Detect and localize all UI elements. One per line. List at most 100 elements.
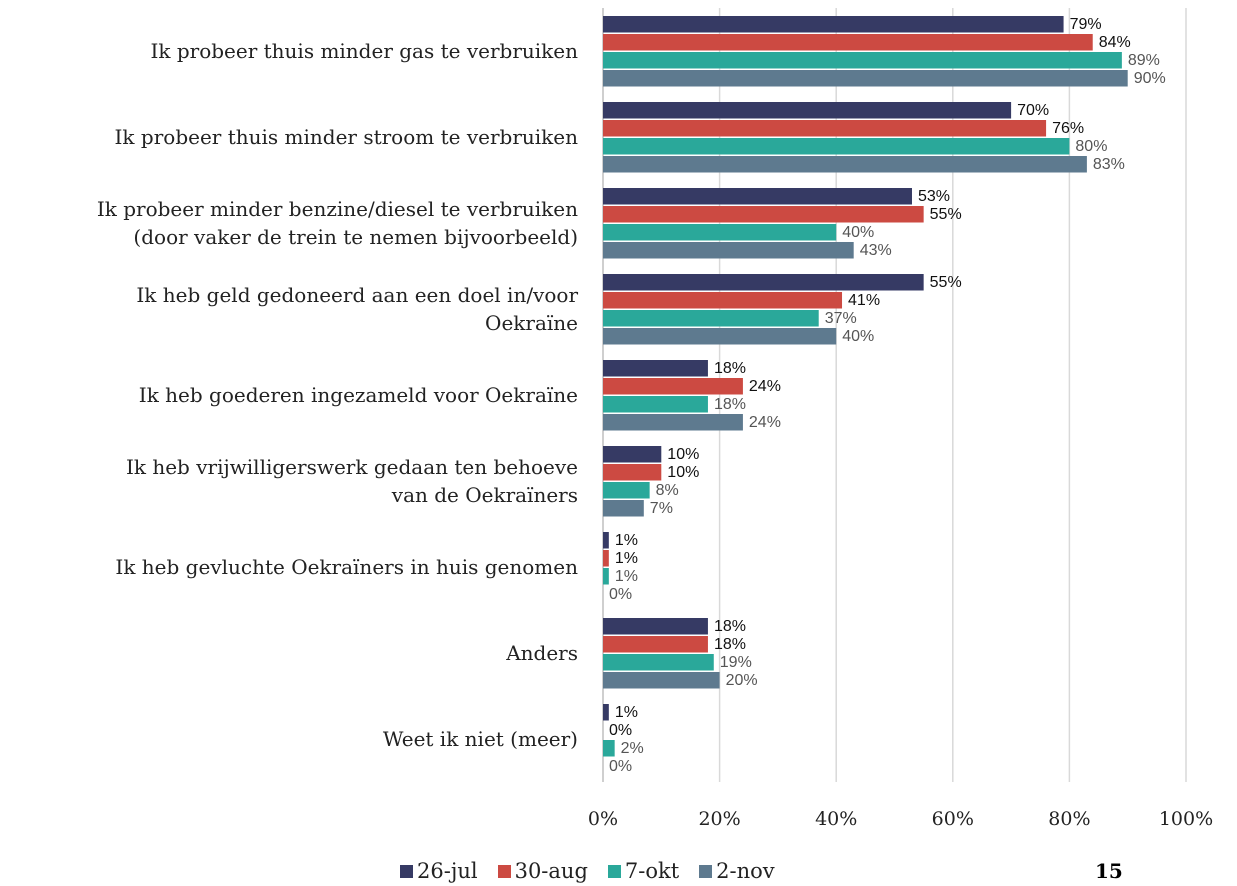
value-label: 55% [930, 206, 962, 223]
bar [603, 482, 650, 499]
value-label: 19% [720, 654, 752, 671]
x-tick-label: 60% [932, 808, 974, 830]
bar [603, 156, 1087, 173]
value-label: 1% [615, 532, 638, 549]
bar [603, 34, 1093, 51]
bar [603, 138, 1070, 155]
bar [603, 102, 1012, 119]
value-label: 24% [749, 414, 781, 431]
bar [603, 52, 1122, 69]
bar [603, 532, 609, 549]
bar [603, 740, 615, 757]
bar [603, 636, 708, 653]
legend-label: 26-jul [417, 859, 478, 883]
value-label: 18% [714, 636, 746, 653]
legend-label: 7-okt [624, 859, 680, 883]
x-tick-label: 0% [588, 808, 618, 830]
value-label: 18% [714, 360, 746, 377]
bar [603, 704, 609, 721]
category-label: Ik heb goederen ingezameld voor Oekraïne [138, 383, 578, 407]
bar [603, 654, 714, 671]
value-label: 83% [1093, 156, 1125, 173]
x-tick-label: 80% [1048, 808, 1090, 830]
bar [603, 500, 644, 517]
value-label: 89% [1128, 52, 1160, 69]
value-label: 18% [714, 396, 746, 413]
value-label: 55% [930, 274, 962, 291]
bar [603, 310, 819, 327]
value-label: 2% [621, 740, 644, 757]
value-label: 1% [615, 704, 638, 721]
bar [603, 568, 609, 585]
category-label: Anders [506, 641, 578, 665]
bar [603, 618, 708, 635]
value-label: 1% [615, 550, 638, 567]
value-label: 20% [726, 672, 758, 689]
legend-swatch [400, 864, 413, 878]
category-label: Weet ik niet (meer) [382, 727, 578, 751]
value-label: 76% [1052, 120, 1084, 137]
category-label: Ik heb vrijwilligerswerk gedaan ten beho… [125, 455, 578, 507]
value-label: 1% [615, 568, 638, 585]
bar [603, 446, 662, 463]
value-label: 8% [656, 482, 679, 499]
category-label: Ik probeer thuis minder stroom te verbru… [114, 125, 578, 149]
bar [603, 120, 1047, 137]
x-tick-label: 100% [1159, 808, 1213, 830]
bar [603, 274, 924, 291]
bar [603, 206, 924, 223]
x-tick-label: 20% [698, 808, 740, 830]
value-label: 40% [842, 224, 874, 241]
bar [603, 464, 662, 481]
bar [603, 70, 1128, 87]
value-label: 0% [609, 758, 632, 775]
bar [603, 360, 708, 377]
legend-item: 30-aug [497, 859, 588, 883]
legend-item: 26-jul [400, 859, 478, 883]
bar [603, 672, 720, 689]
bar [603, 16, 1064, 33]
bar [603, 242, 854, 259]
value-label: 37% [825, 310, 857, 327]
value-label: 7% [650, 500, 673, 517]
bar [603, 396, 708, 413]
page-number: 15 [1095, 859, 1123, 883]
category-label: Ik heb geld gedoneerd aan een doel in/vo… [136, 283, 578, 335]
bar [603, 292, 843, 309]
bar [603, 550, 609, 567]
value-label: 80% [1075, 138, 1107, 155]
value-label: 40% [842, 328, 874, 345]
value-label: 0% [609, 586, 632, 603]
category-label: Ik probeer thuis minder gas te verbruike… [150, 39, 578, 63]
value-label: 90% [1134, 70, 1166, 87]
bar [603, 224, 837, 241]
legend-swatch [497, 864, 511, 878]
value-label: 18% [714, 618, 746, 635]
value-label: 41% [848, 292, 880, 309]
value-label: 24% [749, 378, 781, 395]
value-label: 10% [667, 446, 699, 463]
bar [603, 328, 837, 345]
value-label: 79% [1070, 16, 1102, 33]
bar [603, 414, 743, 431]
legend: 26-jul 30-aug 7-okt 2-nov [400, 859, 775, 883]
value-label: 10% [667, 464, 699, 481]
legend-swatch [607, 864, 621, 878]
legend-label: 30-aug [514, 859, 588, 883]
x-tick-label: 40% [815, 808, 857, 830]
legend-item: 2-nov [699, 859, 775, 883]
value-label: 53% [918, 188, 950, 205]
category-label: Ik probeer minder benzine/diesel te verb… [96, 197, 578, 249]
bar [603, 188, 912, 205]
legend-label: 2-nov [716, 859, 775, 883]
value-label: 84% [1099, 34, 1131, 51]
value-label: 43% [860, 242, 892, 259]
value-label: 70% [1017, 102, 1049, 119]
category-label: Ik heb gevluchte Oekraïners in huis geno… [115, 555, 578, 579]
legend-item: 7-okt [607, 859, 680, 883]
legend-swatch [699, 864, 713, 878]
bar [603, 378, 743, 395]
value-label: 0% [609, 722, 632, 739]
